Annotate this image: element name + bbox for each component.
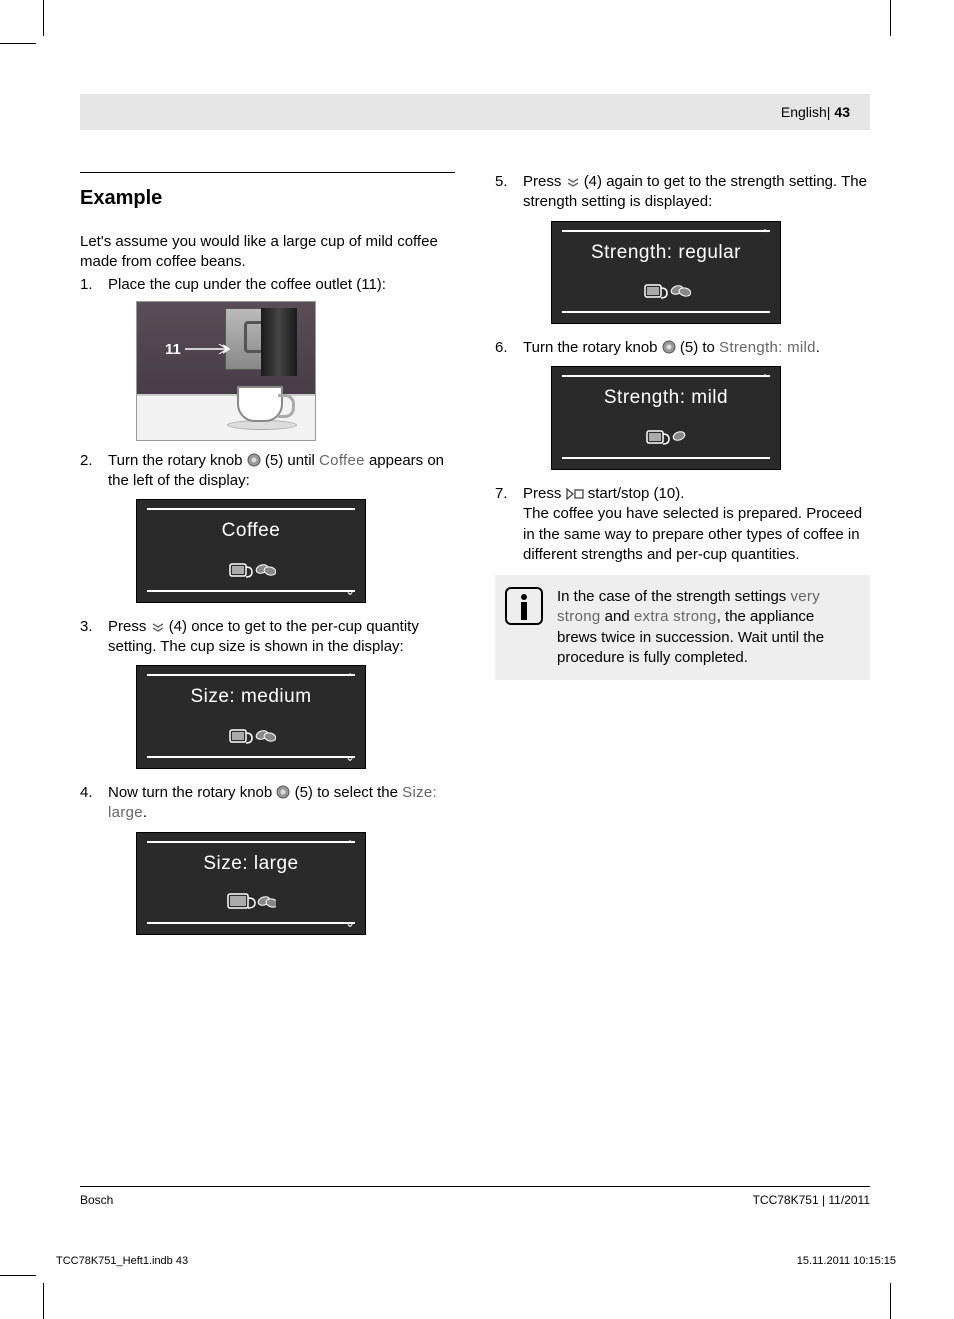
up-caret-icon: ⌃ (760, 226, 770, 242)
pointer-arrow-icon (185, 344, 235, 354)
lcd-display-strength-regular: ⌃ Strength: regular (551, 221, 781, 325)
lcd-display-size-medium: ⌃ Size: medium ⌄ (136, 665, 366, 769)
down-caret-icon: ⌄ (345, 583, 355, 599)
cup-beans-icon (226, 724, 276, 746)
coffee-machine-illustration: 11 (136, 301, 316, 441)
intro-text: Let's assume you would like a large cup … (80, 232, 455, 273)
right-column: 5. Press (4) again to get to the strengt… (495, 172, 870, 949)
cup-bean-icon (643, 425, 689, 447)
footer-brand: Bosch (80, 1193, 113, 1207)
info-icon (505, 587, 543, 625)
header-language: English (781, 104, 827, 120)
outlet-number-label: 11 (165, 340, 181, 360)
display-word: Coffee (319, 452, 365, 469)
step-7: 7. Press start/stop (10). The coffee you… (495, 484, 870, 565)
lcd-display-size-large: ⌃ Size: large ⌄ (136, 832, 366, 936)
info-box: In the case of the strength settings ver… (495, 575, 870, 680)
display-word: Strength: mild (719, 339, 816, 356)
up-caret-icon: ⌃ (760, 371, 770, 387)
content-area: Example Let's assume you would like a la… (80, 172, 870, 949)
step-3: 3. Press (4) once to get to the per-cup … (80, 617, 455, 769)
down-caret-icon: ⌄ (345, 749, 355, 765)
section-heading: Example (80, 187, 455, 210)
step-6: 6. Turn the rotary knob (5) to Strength:… (495, 338, 870, 470)
cup-beans-icon (226, 558, 276, 580)
step-1: 1. Place the cup under the coffee outlet… (80, 275, 455, 441)
print-mark: TCC78K751_Heft1.indb 43 15.11.2011 10:15… (56, 1255, 896, 1267)
up-caret-icon: ⌃ (345, 837, 355, 853)
cup-beans-icon (226, 890, 276, 912)
double-chevron-down-icon (151, 623, 165, 633)
rotary-knob-icon (276, 785, 290, 799)
lcd-display-coffee: Coffee ⌄ (136, 499, 366, 603)
page-header: English | 43 (80, 94, 870, 130)
up-caret-icon: ⌃ (345, 670, 355, 686)
step-2: 2. Turn the rotary knob (5) until Coffee… (80, 451, 455, 603)
start-stop-icon (566, 488, 584, 500)
header-page-number: 43 (834, 104, 850, 120)
page-footer: Bosch TCC78K751 | 11/2011 (80, 1186, 870, 1207)
rotary-knob-icon (247, 453, 261, 467)
step-4: 4. Now turn the rotary knob (5) to selec… (80, 783, 455, 935)
down-caret-icon: ⌄ (345, 915, 355, 931)
printmark-file: TCC78K751_Heft1.indb 43 (56, 1255, 188, 1267)
rotary-knob-icon (662, 340, 676, 354)
footer-model: TCC78K751 | 11/2011 (753, 1193, 870, 1207)
lcd-display-strength-mild: ⌃ Strength: mild (551, 366, 781, 470)
step-5: 5. Press (4) again to get to the strengt… (495, 172, 870, 324)
printmark-datetime: 15.11.2011 10:15:15 (797, 1255, 896, 1267)
left-column: Example Let's assume you would like a la… (80, 172, 455, 949)
cup-beans-icon (641, 279, 691, 301)
double-chevron-down-icon (566, 178, 580, 188)
